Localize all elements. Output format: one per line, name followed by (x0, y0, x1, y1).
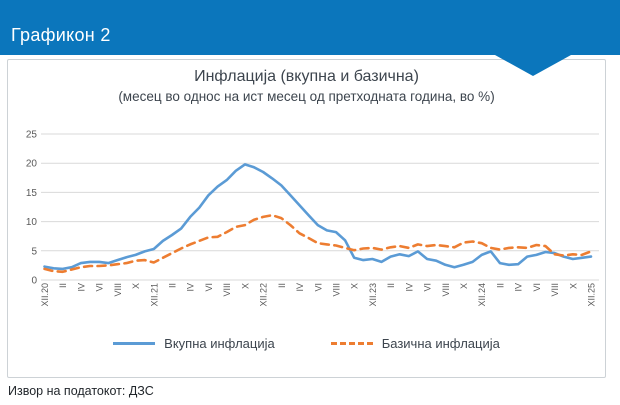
x-tick-label: XII.20 (40, 283, 50, 307)
legend-label-core: Базична инфлација (381, 336, 500, 351)
y-tick-label: 15 (26, 188, 38, 199)
x-tick-label: VIII (222, 283, 232, 297)
x-tick-label: II (495, 283, 505, 288)
x-tick-label: II (168, 283, 178, 288)
x-tick-label: VI (313, 283, 323, 292)
source-note: Извор на податокот: ДЗС (8, 384, 154, 398)
page-title: Графикон 2 (11, 25, 111, 45)
legend-item-core-inflation: Базична инфлација (330, 336, 500, 351)
legend-label-total: Вкупна инфлација (164, 336, 275, 351)
x-tick-label: VIII (331, 283, 341, 297)
x-tick-label: IV (295, 283, 305, 292)
header-bar: Графикон 2 (0, 0, 620, 55)
x-tick-label: XII.25 (587, 283, 597, 307)
chart-title: Инфлација (вкупна и базична) (194, 68, 419, 85)
x-tick-label: X (350, 283, 360, 289)
x-tick-label: XII.22 (259, 283, 269, 307)
x-tick-label: X (568, 283, 578, 289)
core-inflation-line-swatch (330, 342, 373, 345)
legend-item-total-inflation: Вкупна инфлација (113, 336, 275, 351)
series-line-0 (43, 163, 593, 271)
x-tick-label: II (58, 283, 68, 288)
chart-subtitle: (месец во однос на ист месец од претходн… (118, 89, 495, 104)
x-tick-label: VI (95, 283, 105, 292)
x-tick-label: XII.23 (368, 283, 378, 307)
total-inflation-line-swatch (113, 342, 156, 345)
y-tick-label: 10 (26, 217, 38, 228)
y-tick-label: 20 (26, 159, 38, 170)
x-tick-label: VIII (113, 283, 123, 297)
x-tick-label: IV (76, 283, 86, 292)
x-tick-label: VIII (441, 283, 451, 297)
x-tick-label: VIII (550, 283, 560, 297)
x-tick-label: X (459, 283, 469, 289)
x-tick-label: XII.21 (149, 283, 159, 307)
x-tick-label: II (277, 283, 287, 288)
x-tick-label: X (240, 283, 250, 289)
x-tick-label: IV (514, 283, 524, 292)
x-tick-label: XII.24 (477, 283, 487, 307)
x-tick-label: IV (404, 283, 414, 292)
x-tick-label: VI (204, 283, 214, 292)
y-tick-label: 5 (31, 246, 37, 257)
y-tick-label: 0 (31, 276, 37, 287)
x-tick-label: IV (186, 283, 196, 292)
chart-panel: 0 5 10 15 20 25 XII.20 II IV VI VIII X XII.21 II IV VI V… (7, 59, 606, 378)
chart-legend: Вкупна инфлација Базична инфлација (8, 336, 605, 351)
x-tick-label: VI (423, 283, 433, 292)
x-tick-label: X (131, 283, 141, 289)
x-tick-label: VI (532, 283, 542, 292)
x-tick-label: II (386, 283, 396, 288)
y-tick-label: 25 (26, 130, 38, 141)
series-line-1 (43, 213, 593, 274)
